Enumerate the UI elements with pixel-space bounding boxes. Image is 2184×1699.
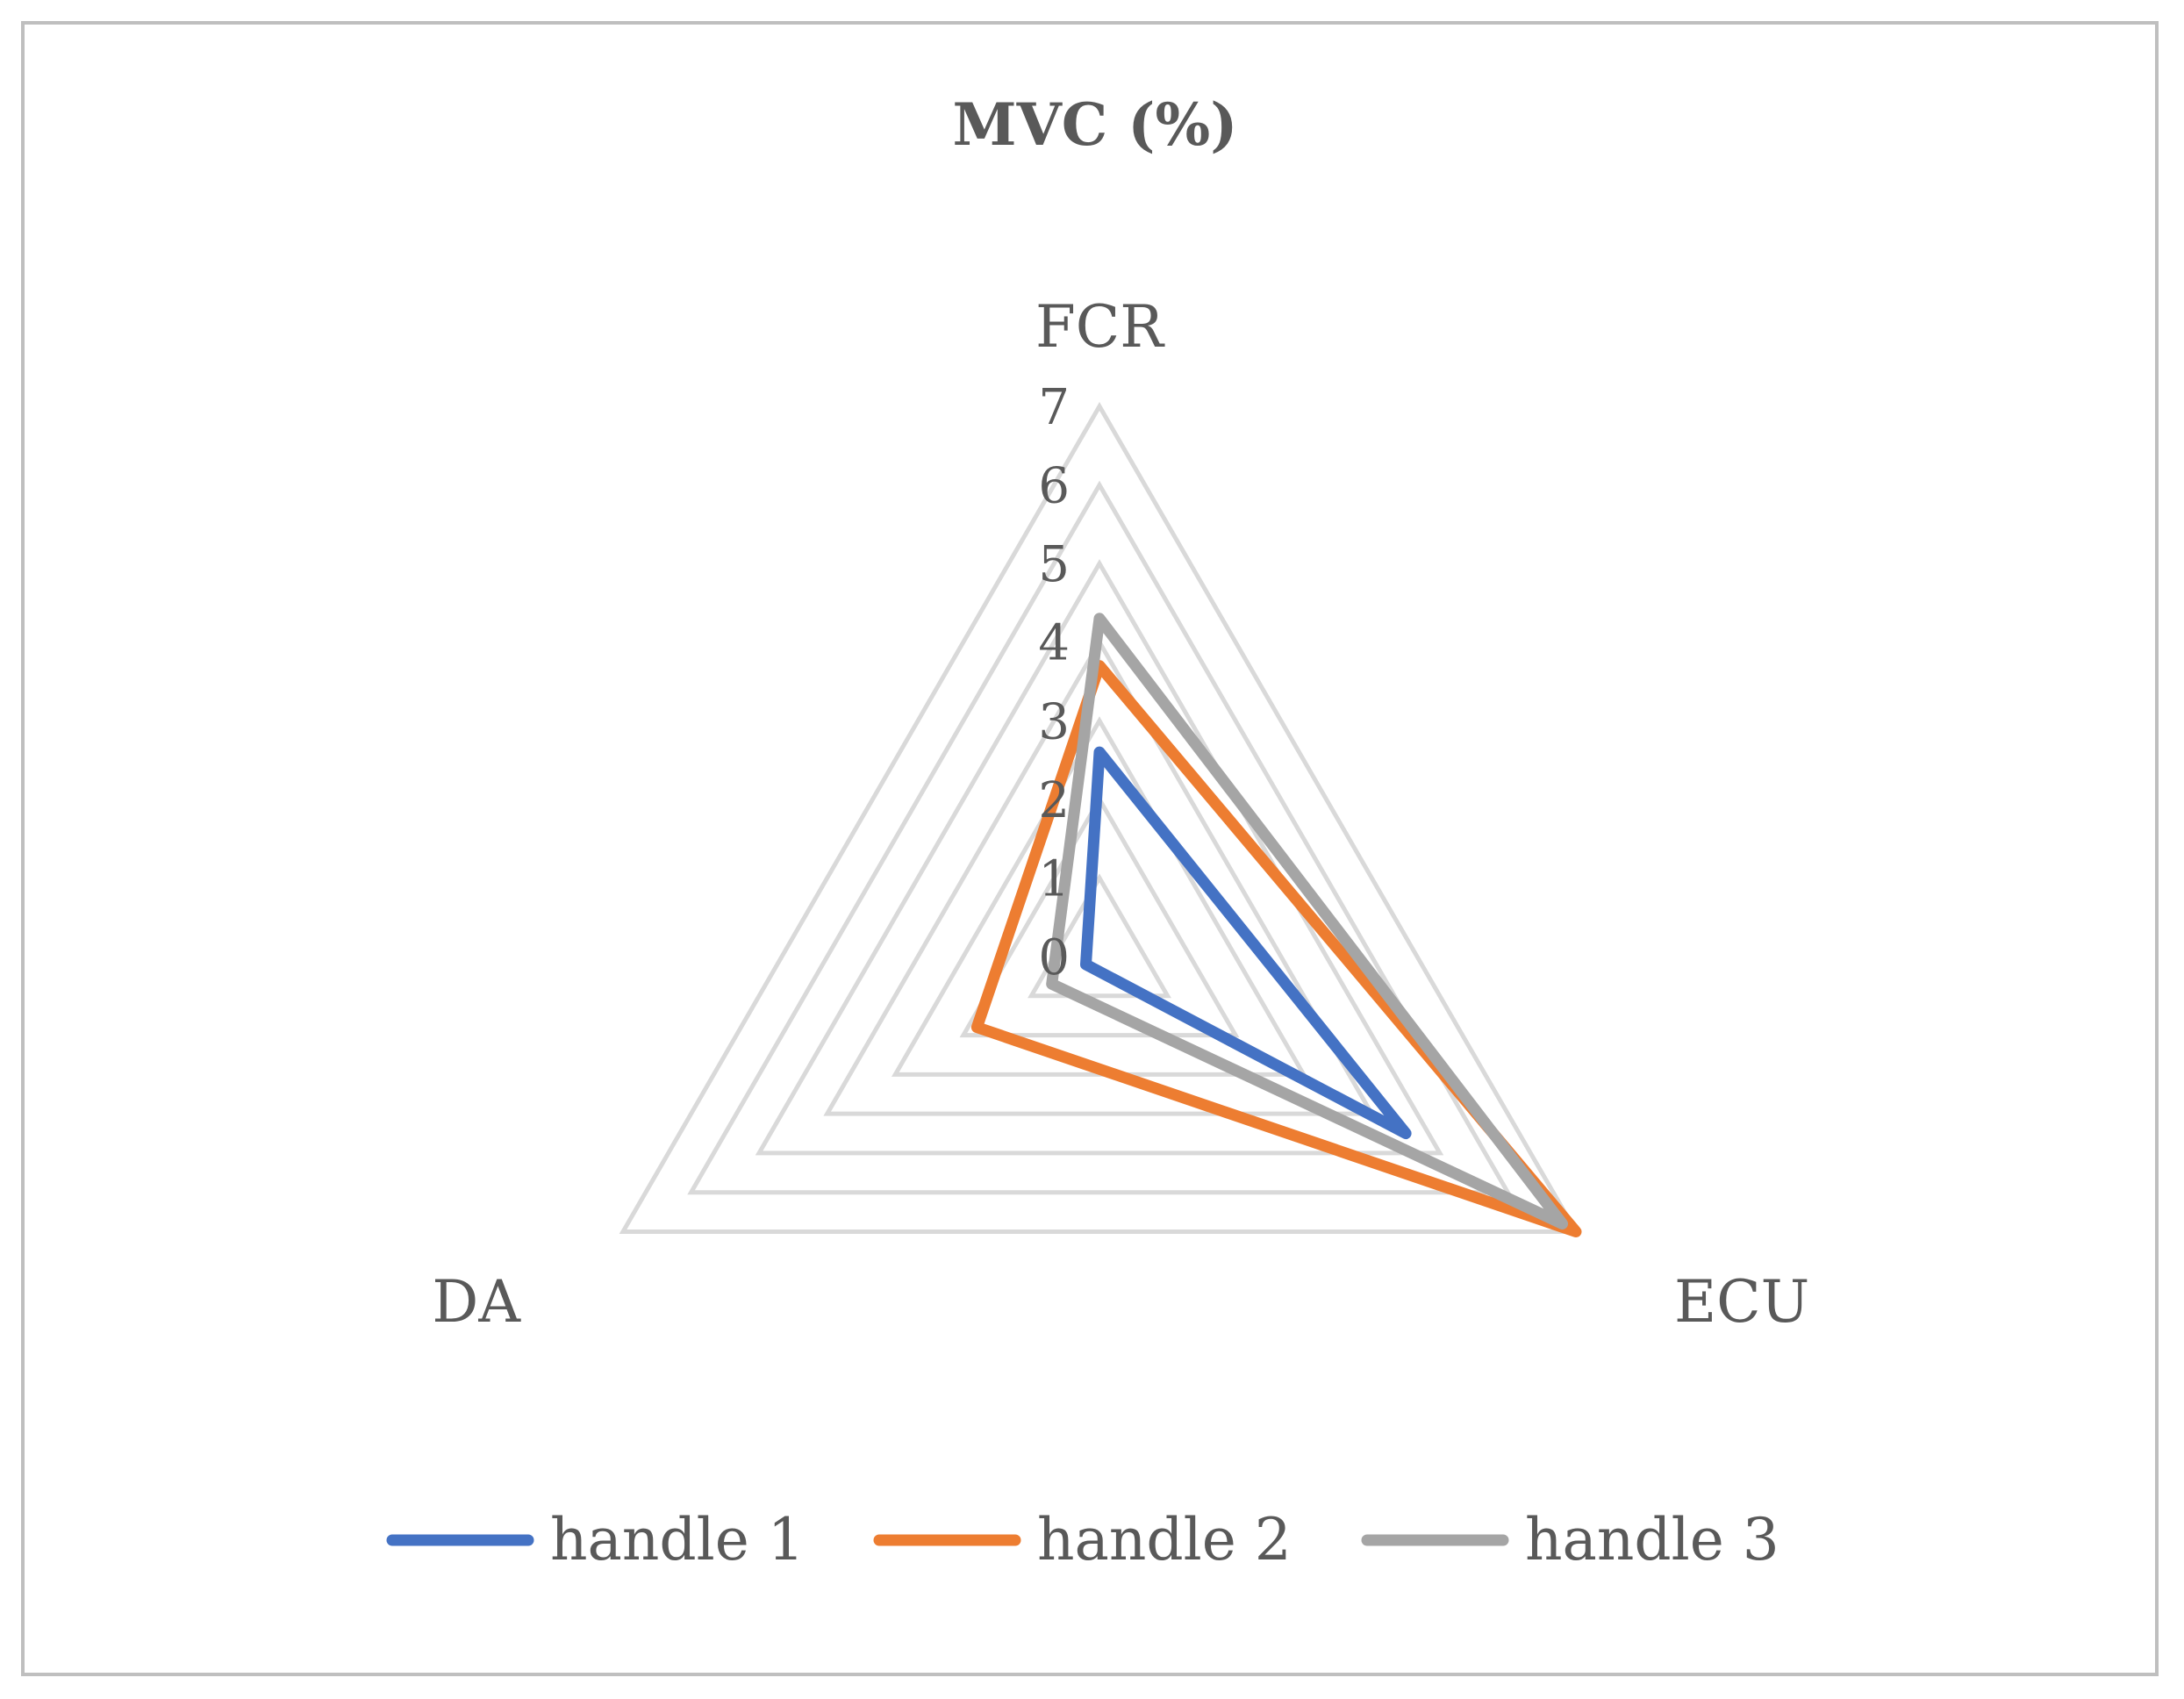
category-labels: FCR ECU DA: [432, 293, 1809, 1336]
tick-label: 3: [1038, 693, 1070, 750]
grid-ring-2: [959, 794, 1240, 1038]
series-line-2: [970, 660, 1582, 1237]
legend: handle 1 handle 2 handle 3: [386, 1506, 1779, 1574]
grid-ring-7: [619, 402, 1580, 1234]
radial-tick-labels: 0 1 2 3 4 5 6 7: [1038, 379, 1070, 986]
category-label: ECU: [1674, 1268, 1809, 1336]
grid-ring-6: [687, 480, 1512, 1195]
chart-title: MVC (%): [953, 90, 1238, 159]
grid-ring-1: [1028, 873, 1171, 999]
category-label: DA: [432, 1268, 521, 1336]
tick-label: 7: [1038, 379, 1070, 436]
series-line-3: [1046, 613, 1568, 1229]
series-line-1: [1080, 746, 1412, 1139]
grid-ring-4: [823, 637, 1376, 1116]
tick-label: 4: [1038, 615, 1070, 672]
tick-label: 2: [1038, 772, 1070, 829]
tick-label: 1: [1038, 850, 1070, 907]
radar-series: [970, 613, 1582, 1237]
legend-label-1: handle 1: [550, 1506, 805, 1574]
radar-grid: [619, 402, 1580, 1234]
tick-label: 5: [1038, 536, 1070, 593]
legend-label-3: handle 3: [1525, 1506, 1779, 1574]
legend-label-2: handle 2: [1037, 1506, 1292, 1574]
grid-ring-5: [755, 559, 1444, 1156]
tick-label: 0: [1038, 929, 1070, 986]
category-label: FCR: [1035, 293, 1165, 361]
tick-label: 6: [1038, 458, 1070, 515]
